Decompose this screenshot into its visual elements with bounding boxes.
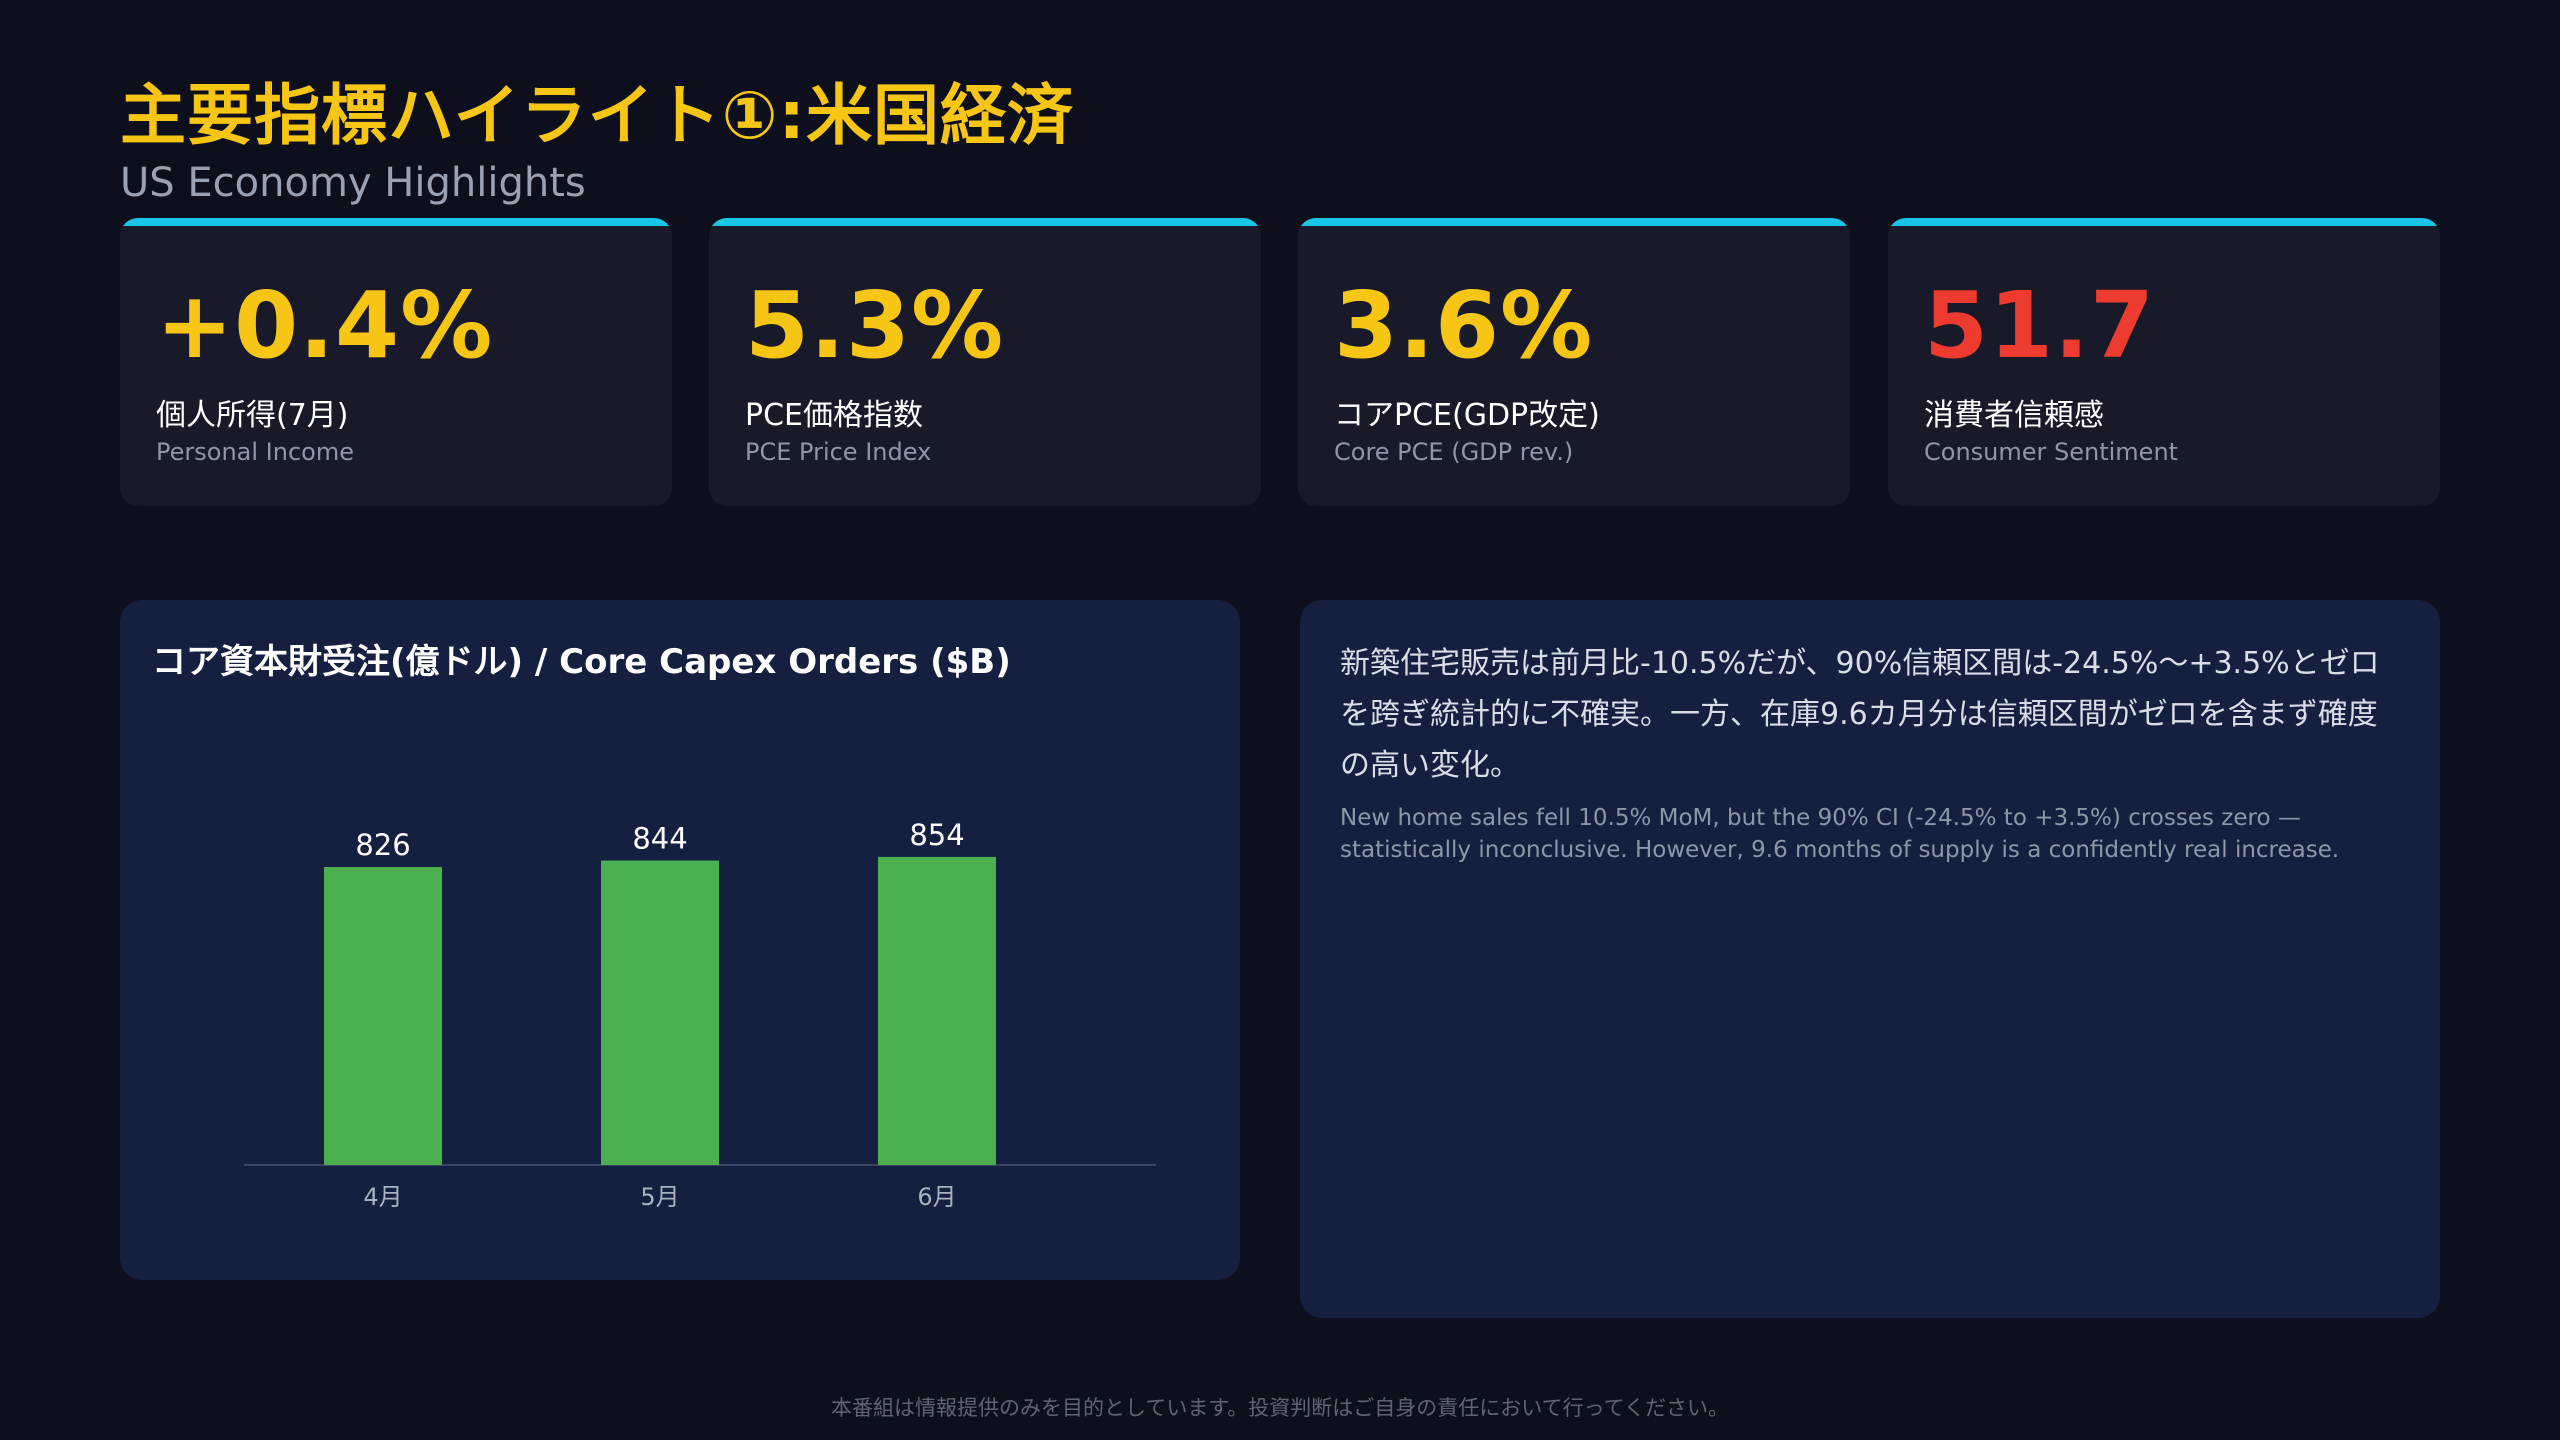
kpi-label-en: Personal Income [156, 438, 354, 466]
data-label-3: 854 [909, 818, 964, 852]
kpi-card-consumer-sentiment: 51.7 消費者信頼感 Consumer Sentiment [1888, 218, 2440, 506]
kpi-value: 3.6% [1334, 272, 1594, 379]
page-title: 主要指標ハイライト①:米国経済 [120, 77, 1074, 154]
kpi-label-ja: コアPCE(GDP改定) [1334, 398, 1600, 433]
note-panel: 新築住宅販売は前月比-10.5%だが、90%信頼区間は-24.5%〜+3.5%と… [1300, 600, 2440, 1318]
bar-1 [324, 867, 442, 1165]
kpi-label-ja: PCE価格指数 [745, 398, 923, 433]
x-tick-label-1: 4月 [363, 1183, 402, 1211]
x-tick-label-3: 6月 [917, 1183, 956, 1211]
kpi-card-pce-price-index: 5.3% PCE価格指数 PCE Price Index [709, 218, 1261, 506]
data-label-2: 844 [632, 822, 687, 856]
disclaimer-footer: 本番組は情報提供のみを目的としています。投資判断はご自身の責任において行ってくだ… [831, 1396, 1729, 1420]
kpi-label-ja: 個人所得(7月) [156, 398, 349, 433]
chart-title: コア資本財受注(億ドル) / Core Capex Orders ($B) [152, 642, 1011, 682]
kpi-row: +0.4% 個人所得(7月) Personal Income 5.3% PCE価… [120, 218, 2440, 506]
kpi-value: 51.7 [1924, 272, 2155, 379]
note-text-ja: 新築住宅販売は前月比-10.5%だが、90%信頼区間は-24.5%〜+3.5%と… [1340, 646, 2380, 783]
kpi-card-personal-income: +0.4% 個人所得(7月) Personal Income [120, 218, 672, 506]
kpi-value: +0.4% [156, 272, 494, 379]
bar-2 [601, 860, 719, 1165]
note-text-en: New home sales fell 10.5% MoM, but the 9… [1340, 805, 2340, 863]
kpi-label-en: PCE Price Index [745, 438, 932, 466]
bar-3 [878, 856, 996, 1165]
x-tick-label-2: 5月 [640, 1183, 679, 1211]
data-label-1: 826 [355, 828, 410, 862]
bar-chart: 826 4月 844 5月 854 6月 [244, 818, 1156, 1211]
kpi-value: 5.3% [745, 272, 1005, 379]
chart-panel: コア資本財受注(億ドル) / Core Capex Orders ($B) 82… [120, 600, 1240, 1280]
kpi-label-en: Core PCE (GDP rev.) [1334, 438, 1574, 466]
kpi-label-en: Consumer Sentiment [1924, 438, 2179, 466]
page-subtitle: US Economy Highlights [120, 160, 586, 206]
kpi-card-core-pce: 3.6% コアPCE(GDP改定) Core PCE (GDP rev.) [1298, 218, 1850, 506]
kpi-label-ja: 消費者信頼感 [1924, 398, 2104, 433]
